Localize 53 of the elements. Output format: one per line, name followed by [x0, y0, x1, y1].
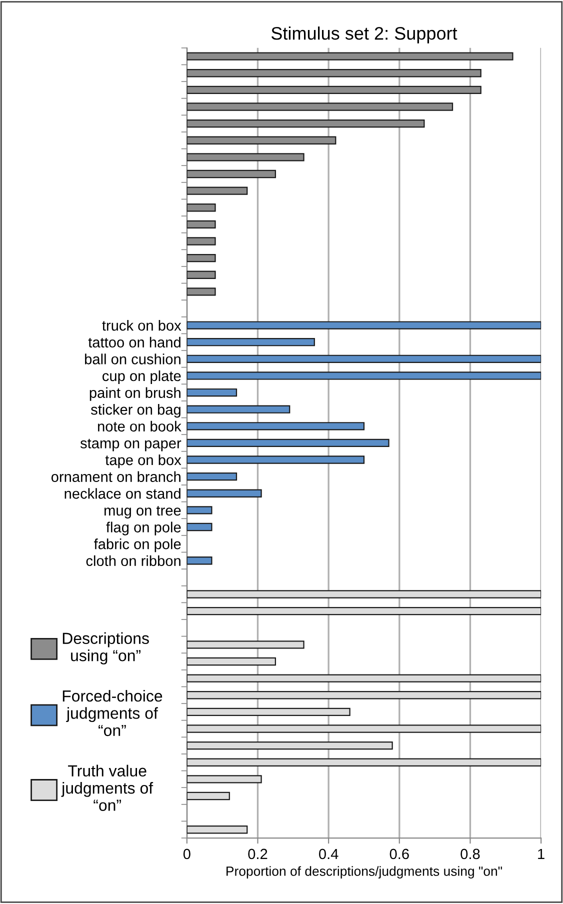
x-tick-label: 0.6 [390, 848, 409, 860]
y-tick-label: mug on tree [104, 506, 181, 519]
bar [186, 775, 262, 784]
bar [186, 506, 212, 514]
y-tick-label: sticker on bag [90, 404, 180, 418]
y-tick-label: fabric on pole [94, 538, 181, 552]
chart-title: Stimulus set 2: Support [271, 26, 458, 44]
bar [186, 826, 248, 834]
x-tick-label: 0 [183, 848, 190, 860]
bar [186, 489, 262, 498]
bar [186, 691, 542, 700]
bar [186, 758, 542, 766]
y-tick-label: ball on cushion [85, 354, 180, 364]
x-tick-label: 0.8 [460, 848, 480, 860]
legend-label: Truth value judgments of “on” [61, 764, 154, 811]
x-tick-label: 0.4 [319, 848, 338, 860]
bar [186, 640, 304, 649]
y-tick-label: cup on plate [102, 370, 181, 384]
x-axis-title: Proportion of descriptions/judgments using "on" [226, 866, 502, 878]
bar [186, 556, 212, 565]
bar [186, 724, 542, 733]
bar [186, 792, 230, 800]
bar [186, 321, 542, 330]
bar [186, 405, 290, 414]
y-tick-label: cloth on ribbon [86, 555, 180, 566]
legend-label: Descriptions using “on” [62, 632, 149, 664]
y-tick-label: stamp on paper [80, 438, 182, 452]
y-tick-label: flag on pole [106, 522, 181, 536]
y-tick-label: ornament on branch [51, 471, 180, 482]
bar [186, 354, 542, 363]
bar [186, 522, 212, 532]
bar [186, 708, 350, 716]
y-tick-label: paint on brush [90, 387, 180, 401]
bar [186, 388, 238, 397]
bar [186, 657, 276, 666]
bar [186, 472, 238, 481]
bar [186, 456, 365, 464]
bar [186, 438, 390, 448]
bar [186, 422, 365, 430]
bar [186, 741, 393, 750]
y-tick-label: necklace on stand [64, 488, 180, 499]
legend-label: Forced-choice judgments of “on” [62, 690, 162, 736]
bar [186, 674, 542, 682]
bar [186, 590, 542, 598]
y-tick-label: note on book [98, 420, 182, 432]
y-tick-label: tattoo on hand [88, 336, 180, 348]
bar [186, 606, 542, 616]
bar [186, 372, 542, 380]
x-tick-label: 1 [538, 848, 544, 859]
bar [186, 338, 315, 346]
y-tick-label: truck on box [102, 320, 182, 331]
y-tick-label: tape on box [105, 454, 182, 468]
x-tick-label: 0.2 [248, 848, 268, 860]
